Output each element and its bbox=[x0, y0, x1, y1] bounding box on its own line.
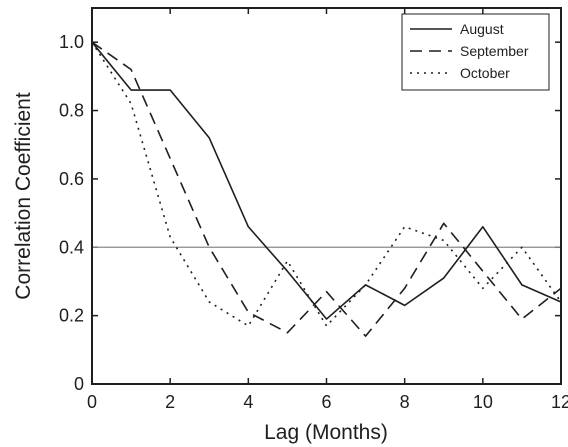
x-tick-label: 0 bbox=[87, 392, 97, 412]
y-tick-label: 0 bbox=[74, 374, 84, 394]
legend-label-september: September bbox=[460, 43, 529, 59]
y-tick-label: 0.8 bbox=[59, 101, 84, 121]
y-tick-label: 0.4 bbox=[59, 237, 84, 257]
x-tick-label: 12 bbox=[551, 392, 568, 412]
x-tick-label: 10 bbox=[473, 392, 493, 412]
x-tick-label: 8 bbox=[400, 392, 410, 412]
tick-labels: 0 2 4 6 8 10 12 0 0.2 0.4 0.6 0.8 1.0 bbox=[59, 32, 568, 412]
y-tick-label: 1.0 bbox=[59, 32, 84, 52]
x-tick-label: 2 bbox=[165, 392, 175, 412]
series-line-september bbox=[91, 41, 562, 337]
legend-box bbox=[401, 13, 550, 91]
series-line-october bbox=[91, 41, 562, 327]
series-lines bbox=[91, 41, 562, 337]
y-tick-label: 0.2 bbox=[59, 306, 84, 326]
y-axis-title: Correlation Coefficient bbox=[12, 92, 35, 300]
legend-label-october: October bbox=[460, 65, 510, 81]
x-tick-label: 6 bbox=[321, 392, 331, 412]
plot-frame bbox=[91, 7, 562, 385]
legend-label-august: August bbox=[460, 21, 504, 37]
x-axis-title: Lag (Months) bbox=[264, 421, 388, 444]
y-tick-label: 0.6 bbox=[59, 169, 84, 189]
series-line-august bbox=[91, 41, 562, 320]
legend: August September October bbox=[401, 13, 550, 91]
x-tick-label: 4 bbox=[243, 392, 253, 412]
legend-entries: August September October bbox=[410, 21, 529, 81]
